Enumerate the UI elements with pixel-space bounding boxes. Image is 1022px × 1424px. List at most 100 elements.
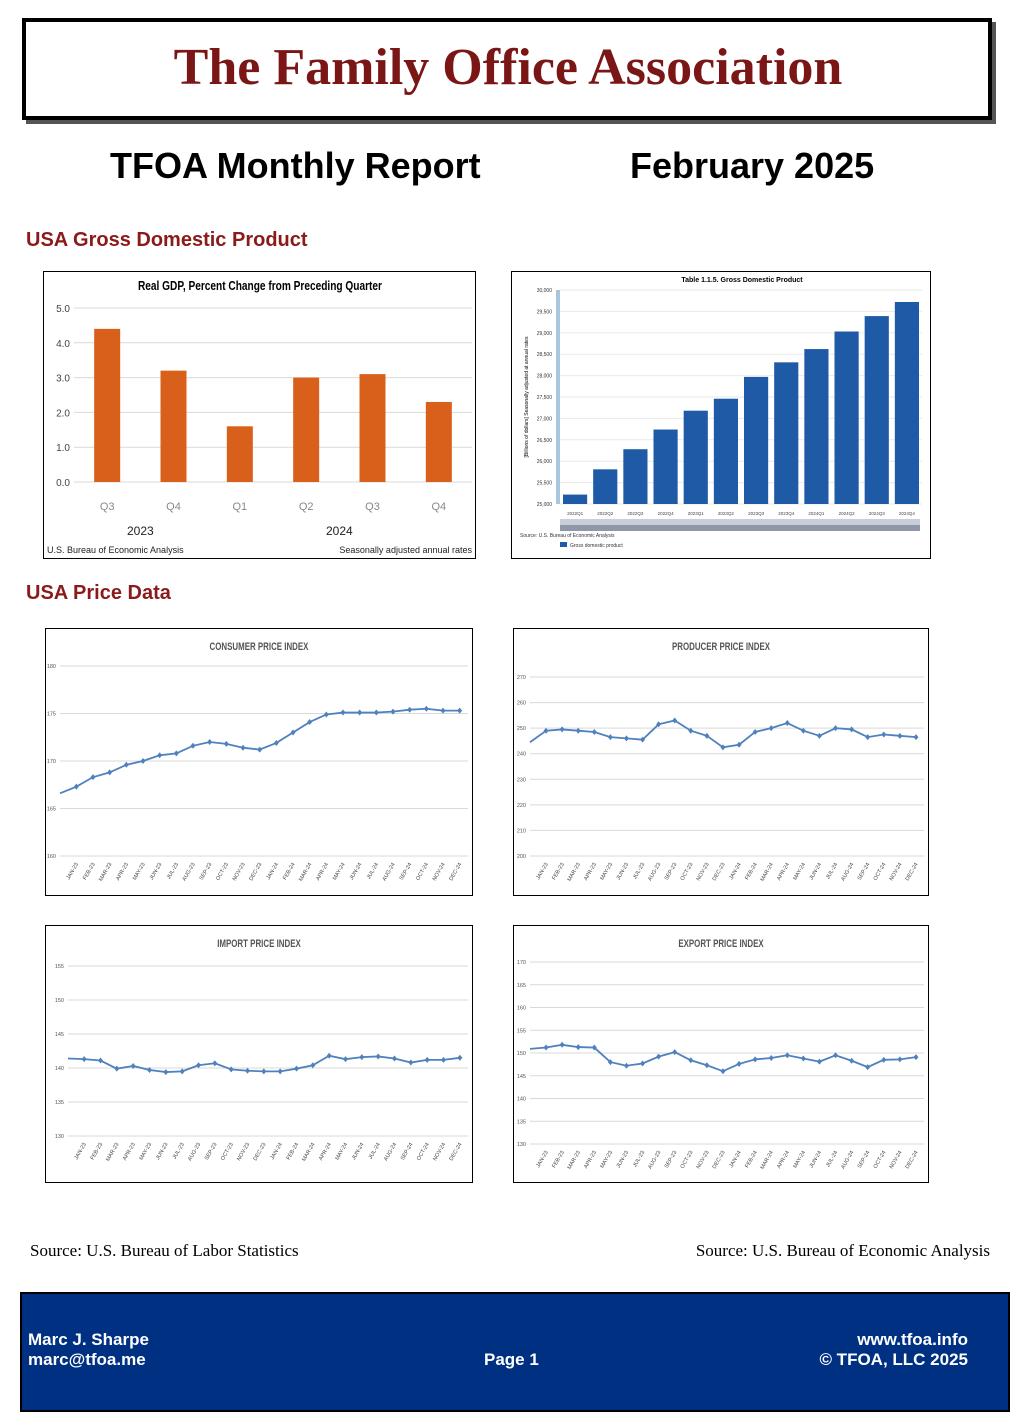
- x-tick-label: JAN-23: [535, 1150, 549, 1169]
- x-tick-label: NOV-24: [889, 862, 904, 882]
- x-tick-label: JUN-24: [349, 862, 364, 881]
- data-point: [390, 708, 396, 715]
- bar: [226, 426, 253, 482]
- footer-author: Marc J. Sharpe: [28, 1330, 149, 1349]
- legend-swatch: [560, 542, 567, 547]
- data-point: [913, 734, 919, 741]
- data-point: [123, 761, 129, 768]
- y-tick-label: 27,000: [537, 416, 553, 422]
- footer-website[interactable]: www.tfoa.info: [857, 1330, 968, 1349]
- x-tick-label: 2024Q4: [899, 511, 916, 516]
- data-point: [424, 1056, 430, 1063]
- data-point: [784, 1052, 790, 1059]
- y-tick-label: 155: [55, 964, 64, 970]
- x-tick-label: 2024Q3: [869, 511, 886, 516]
- x-tick-label: JAN-23: [535, 862, 549, 881]
- bar: [623, 449, 648, 504]
- x-tick-label: JUN-23: [616, 862, 631, 881]
- data-point: [784, 720, 790, 727]
- data-point: [140, 758, 146, 764]
- y-tick-label: 210: [517, 828, 526, 834]
- y-tick-label: 180: [47, 664, 56, 670]
- x-tick-label: JUN-24: [351, 1142, 366, 1161]
- source-left: Source: U.S. Bureau of Labor Statistics: [30, 1241, 299, 1260]
- x-tick-label: JUL-23: [166, 862, 180, 880]
- x-tick-label: 2023Q1: [688, 511, 705, 516]
- data-point: [147, 1067, 152, 1074]
- x-tick-label: 2022Q1: [567, 511, 584, 516]
- x-tick-label: SEP-24: [857, 1150, 872, 1169]
- y-tick-label: 4.0: [56, 339, 70, 350]
- y-tick-label: 240: [517, 752, 526, 758]
- data-point: [157, 752, 163, 759]
- x-tick-label: AUG-24: [840, 862, 855, 882]
- data-point: [343, 1056, 348, 1063]
- y-tick-label: 170: [47, 759, 56, 765]
- data-point: [591, 1044, 597, 1051]
- y-tick-label: 150: [55, 998, 64, 1004]
- x-tick-label: MAR-23: [105, 1142, 120, 1162]
- footer-copyright: © TFOA, LLC 2025: [819, 1350, 968, 1369]
- data-point: [190, 742, 196, 749]
- x-tick-label: MAY-23: [139, 1142, 154, 1161]
- export-chart-svg: EXPORT PRICE INDEX 170 165 160 155 150 145 140 1…: [517, 938, 924, 1170]
- y-tick-label: 160: [47, 854, 56, 860]
- x-tick-label: 2023Q3: [748, 511, 765, 516]
- org-title: The Family Office Association: [173, 39, 843, 96]
- data-point: [656, 721, 662, 728]
- x-tick-label: MAR-23: [567, 862, 582, 882]
- data-point: [881, 731, 887, 738]
- data-point: [688, 727, 694, 734]
- data-point: [223, 740, 229, 747]
- data-point: [575, 1044, 581, 1051]
- bar: [653, 429, 678, 504]
- x-tick-label: JUL-23: [632, 1150, 646, 1168]
- data-point: [736, 741, 742, 748]
- footer-email[interactable]: marc@tfoa.me: [28, 1350, 146, 1369]
- data-point: [257, 746, 263, 753]
- x-tick-label: SEP-23: [199, 862, 214, 881]
- bar: [713, 398, 738, 504]
- data-point: [768, 1055, 774, 1062]
- data-point: [407, 706, 413, 713]
- bar: [293, 377, 320, 482]
- x-tick-label: JUN-24: [809, 1150, 824, 1169]
- report-date: February 2025: [630, 145, 875, 186]
- data-point: [340, 709, 346, 716]
- data-point: [90, 774, 96, 781]
- data-point: [81, 1056, 87, 1063]
- data-point: [294, 1065, 299, 1072]
- x-tick-label: NOV-24: [889, 1150, 904, 1170]
- data-point: [849, 1057, 855, 1064]
- x-tick-label: OCT-23: [215, 862, 230, 882]
- data-point: [607, 1059, 613, 1066]
- x-tick-label: 2022Q4: [658, 511, 675, 516]
- x-tick-label: SEP-24: [399, 862, 414, 881]
- chart-title: EXPORT PRICE INDEX: [678, 938, 764, 951]
- y-tick-label: 165: [517, 983, 526, 989]
- x-tick-label: AUG-24: [382, 862, 397, 882]
- x-tick-label: APR-23: [583, 1150, 598, 1170]
- x-tick-label: Q1: [232, 501, 247, 513]
- y-axis-bar: [556, 290, 560, 504]
- data-point: [736, 1060, 742, 1067]
- x-tick-label: MAR-24: [298, 862, 313, 882]
- x-tick-label: OCT-23: [220, 1142, 235, 1162]
- x-tick-label: APR-24: [318, 1142, 333, 1162]
- cpi-chart: CONSUMER PRICE INDEX 180 175 170 165 160 JAN-2…: [45, 628, 473, 896]
- data-point: [559, 1041, 565, 1048]
- x-tick-label: JAN-24: [266, 862, 280, 881]
- footer-page: Page 1: [484, 1350, 539, 1369]
- x-tick-label: APR-23: [122, 1142, 137, 1162]
- gdp-pct-chart: Real GDP, Percent Change from Preceding …: [43, 271, 476, 559]
- x-tick-label: JUL-23: [172, 1142, 186, 1160]
- data-point: [800, 1055, 806, 1062]
- x-tick-label: 2024Q2: [839, 511, 856, 516]
- data-point: [373, 709, 379, 716]
- x-tick-label: FEB-23: [82, 862, 97, 881]
- chart-source: Source: U.S. Bureau of Economic Analysis: [520, 533, 615, 539]
- bar: [593, 469, 618, 504]
- x-tick-label: JAN-24: [270, 1142, 284, 1161]
- data-point: [357, 709, 363, 716]
- data-point: [800, 727, 806, 734]
